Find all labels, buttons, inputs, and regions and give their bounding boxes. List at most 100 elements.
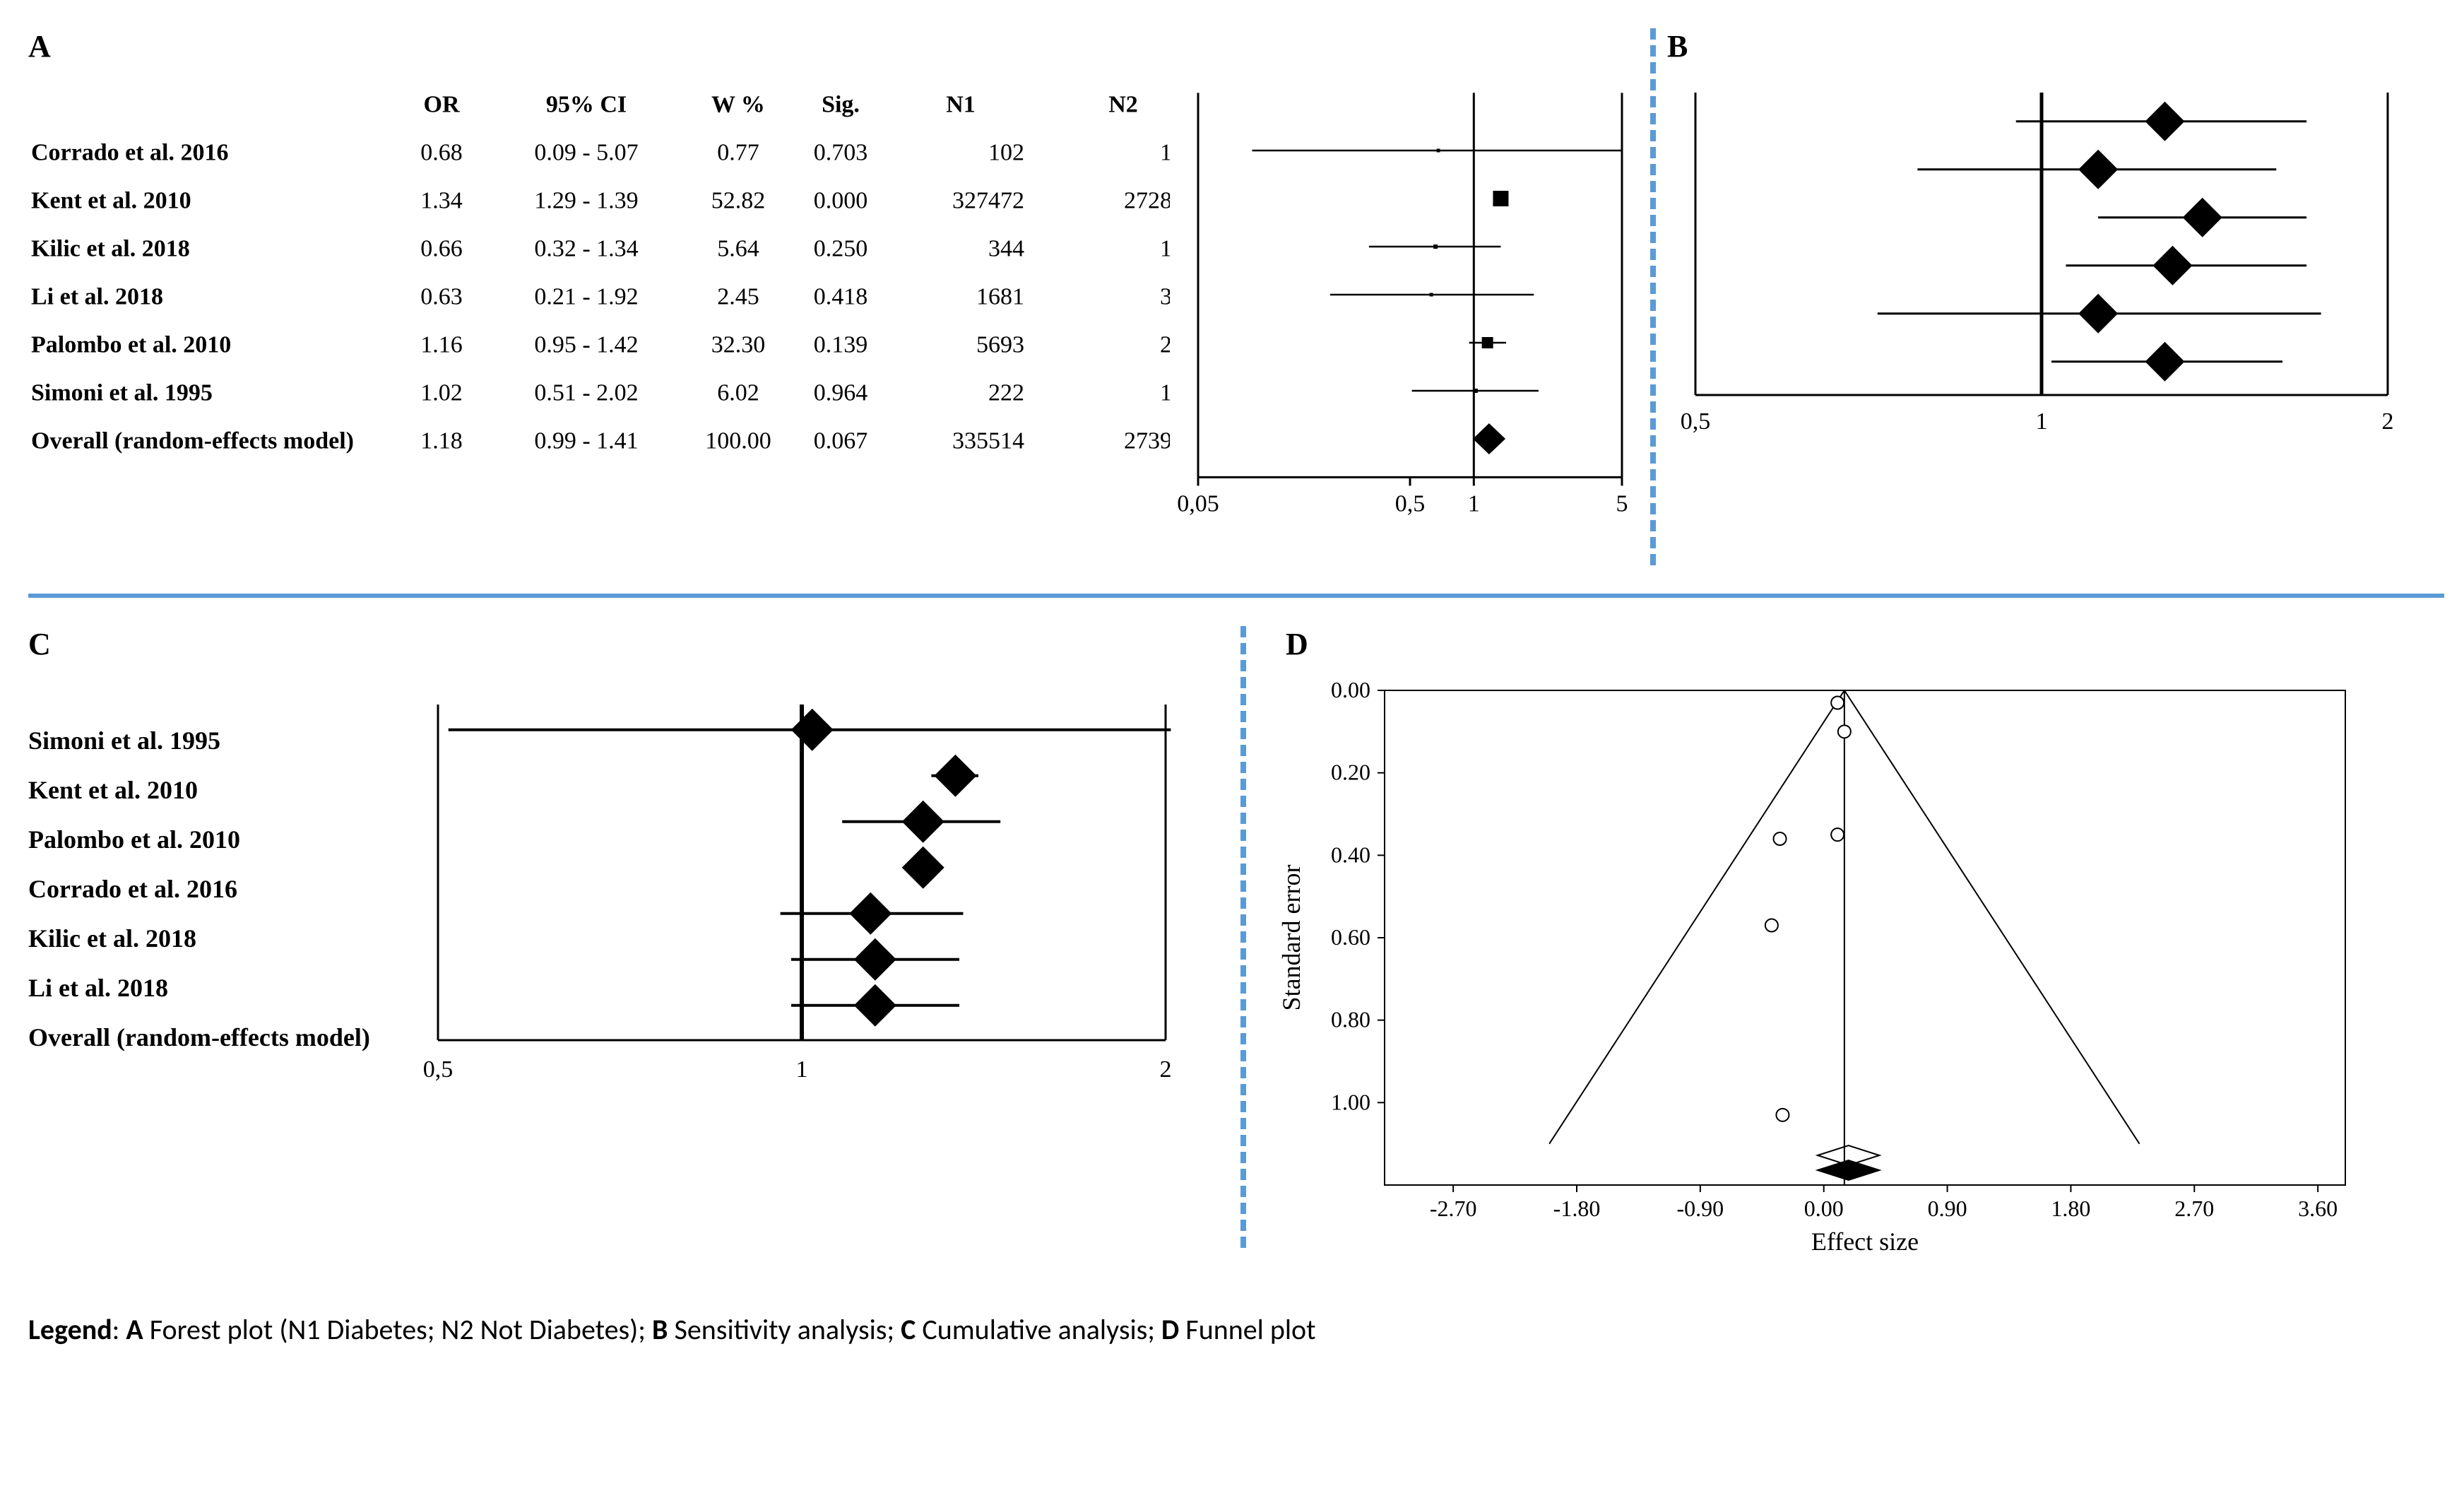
svg-text:2728983: 2728983 bbox=[1124, 188, 1170, 214]
vertical-divider-top bbox=[1639, 28, 1667, 565]
panel-c-study-label: Kilic et al. 2018 bbox=[28, 924, 396, 953]
svg-text:1352: 1352 bbox=[1160, 380, 1170, 406]
svg-text:Li et al. 2018: Li et al. 2018 bbox=[31, 284, 163, 310]
svg-text:102: 102 bbox=[988, 140, 1024, 166]
svg-text:Kilic et al. 2018: Kilic et al. 2018 bbox=[31, 236, 190, 262]
svg-text:0.63: 0.63 bbox=[420, 284, 463, 310]
panel-b-label: B bbox=[1667, 28, 2444, 64]
svg-text:5.64: 5.64 bbox=[717, 236, 759, 262]
svg-text:0.90: 0.90 bbox=[1928, 1196, 1967, 1221]
svg-text:1532: 1532 bbox=[1160, 236, 1170, 262]
svg-text:1.34: 1.34 bbox=[420, 188, 463, 214]
panel-d-funnel: 0.00 0.20 0.40 0.60 0.80 1.00 -2.70 -1.80 -0.90 0… bbox=[1257, 676, 2458, 1284]
svg-text:0.139: 0.139 bbox=[814, 332, 868, 358]
panel-c-study-label: Li et al. 2018 bbox=[28, 973, 396, 1003]
svg-text:0.067: 0.067 bbox=[814, 428, 868, 454]
svg-text:Overall (random-effects model): Overall (random-effects model) bbox=[31, 428, 354, 454]
panel-a: A OR95% CIW %Sig.N1N2Corrado et al. 2016… bbox=[28, 28, 1639, 565]
svg-text:2: 2 bbox=[1160, 1056, 1172, 1083]
svg-text:N1: N1 bbox=[946, 92, 976, 118]
svg-text:0.66: 0.66 bbox=[420, 236, 463, 262]
svg-text:3.60: 3.60 bbox=[2298, 1196, 2338, 1221]
svg-text:2.70: 2.70 bbox=[2174, 1196, 2214, 1221]
svg-text:0.250: 0.250 bbox=[814, 236, 868, 262]
svg-text:N2: N2 bbox=[1108, 92, 1138, 118]
svg-text:222: 222 bbox=[988, 380, 1024, 406]
svg-text:0,5: 0,5 bbox=[1395, 490, 1426, 517]
svg-text:344: 344 bbox=[988, 236, 1024, 262]
svg-text:0,05: 0,05 bbox=[1177, 490, 1219, 517]
legend-fragment: : bbox=[112, 1312, 126, 1347]
svg-text:Palombo et al. 2010: Palombo et al. 2010 bbox=[31, 332, 231, 358]
svg-text:0.40: 0.40 bbox=[1331, 842, 1370, 867]
svg-text:5: 5 bbox=[1616, 490, 1628, 517]
svg-text:0.703: 0.703 bbox=[814, 140, 868, 166]
panel-c-study-label: Simoni et al. 1995 bbox=[28, 726, 396, 755]
legend-fragment: Funnel plot bbox=[1179, 1312, 1315, 1347]
svg-text:3721: 3721 bbox=[1160, 284, 1170, 310]
panel-c-label: C bbox=[28, 626, 1229, 662]
panel-c-study-label: Corrado et al. 2016 bbox=[28, 874, 396, 904]
svg-text:1.80: 1.80 bbox=[2051, 1196, 2090, 1221]
svg-text:52.82: 52.82 bbox=[711, 188, 766, 214]
svg-text:Simoni et al. 1995: Simoni et al. 1995 bbox=[31, 380, 213, 406]
legend-fragment: Forest plot (N1 Diabetes; N2 Not Diabete… bbox=[143, 1312, 652, 1347]
svg-text:2.45: 2.45 bbox=[717, 284, 759, 310]
figure-legend: Legend: A Forest plot (N1 Diabetes; N2 N… bbox=[28, 1312, 2436, 1347]
svg-text:0.964: 0.964 bbox=[814, 380, 868, 406]
svg-text:5693: 5693 bbox=[976, 332, 1024, 358]
panel-c-study-label: Kent et al. 2010 bbox=[28, 775, 396, 805]
figure-grid: A OR95% CIW %Sig.N1N2Corrado et al. 2016… bbox=[28, 28, 2436, 1284]
panel-a-label: A bbox=[28, 28, 1639, 64]
legend-fragment: C bbox=[901, 1312, 916, 1347]
legend-fragment: Cumulative analysis; bbox=[916, 1312, 1161, 1347]
svg-text:0.80: 0.80 bbox=[1331, 1007, 1370, 1032]
svg-text:0.99 - 1.41: 0.99 - 1.41 bbox=[534, 428, 638, 454]
svg-text:Corrado et al. 2016: Corrado et al. 2016 bbox=[31, 140, 229, 166]
svg-text:Effect size: Effect size bbox=[1811, 1227, 1919, 1256]
svg-text:Standard error: Standard error bbox=[1277, 865, 1305, 1011]
panel-c-overall-label: Overall (random-effects model) bbox=[28, 1023, 396, 1052]
svg-text:1.00: 1.00 bbox=[1331, 1089, 1370, 1114]
panel-d: D 0.00 0.20 0.40 0.60 0.80 1.00 -2.70 -1.80 -0.9… bbox=[1257, 626, 2458, 1284]
svg-text:0.418: 0.418 bbox=[814, 284, 868, 310]
svg-text:0.68: 0.68 bbox=[420, 140, 463, 166]
svg-text:0.60: 0.60 bbox=[1331, 924, 1370, 950]
svg-text:1.29 - 1.39: 1.29 - 1.39 bbox=[534, 188, 638, 214]
legend-fragment: Sensitivity analysis; bbox=[668, 1312, 901, 1347]
panel-c-study-label: Palombo et al. 2010 bbox=[28, 825, 396, 854]
svg-text:0.32 - 1.34: 0.32 - 1.34 bbox=[534, 236, 638, 262]
svg-text:0.21 - 1.92: 0.21 - 1.92 bbox=[534, 284, 638, 310]
bottom-row: C Simoni et al. 1995 Kent et al. 2010 Palo… bbox=[28, 626, 2444, 1284]
svg-text:-2.70: -2.70 bbox=[1430, 1196, 1477, 1221]
svg-text:-0.90: -0.90 bbox=[1677, 1196, 1724, 1221]
svg-text:1: 1 bbox=[2036, 408, 2048, 435]
svg-text:2541: 2541 bbox=[1160, 332, 1170, 358]
svg-text:0,5: 0,5 bbox=[423, 1056, 454, 1083]
svg-text:OR: OR bbox=[424, 92, 460, 118]
svg-text:0.00: 0.00 bbox=[1804, 1196, 1844, 1221]
svg-text:0.00: 0.00 bbox=[1331, 677, 1370, 702]
panel-b: B 0,5 1 2 bbox=[1667, 28, 2444, 565]
legend-fragment: B bbox=[652, 1312, 668, 1347]
svg-text:327472: 327472 bbox=[952, 188, 1024, 214]
svg-text:0.20: 0.20 bbox=[1331, 760, 1370, 785]
svg-text:1: 1 bbox=[796, 1056, 808, 1083]
svg-text:1453: 1453 bbox=[1160, 140, 1170, 166]
svg-text:0.77: 0.77 bbox=[717, 140, 759, 166]
panel-d-label: D bbox=[1286, 626, 2458, 662]
svg-text:2: 2 bbox=[2382, 408, 2394, 435]
svg-text:335514: 335514 bbox=[952, 428, 1024, 454]
svg-text:0,5: 0,5 bbox=[1681, 408, 1711, 435]
svg-text:-1.80: -1.80 bbox=[1553, 1196, 1601, 1221]
legend-fragment: Legend bbox=[28, 1312, 112, 1347]
svg-text:100.00: 100.00 bbox=[705, 428, 771, 454]
legend-fragment: D bbox=[1161, 1312, 1179, 1347]
svg-text:0.95 - 1.42: 0.95 - 1.42 bbox=[534, 332, 638, 358]
svg-text:1.16: 1.16 bbox=[420, 332, 463, 358]
legend-fragment: A bbox=[126, 1312, 143, 1347]
svg-text:1.02: 1.02 bbox=[420, 380, 463, 406]
panel-a-table-and-forest: OR95% CIW %Sig.N1N2Corrado et al. 20160.… bbox=[28, 78, 1639, 519]
svg-text:1: 1 bbox=[1468, 490, 1480, 517]
svg-text:W %: W % bbox=[711, 92, 765, 118]
